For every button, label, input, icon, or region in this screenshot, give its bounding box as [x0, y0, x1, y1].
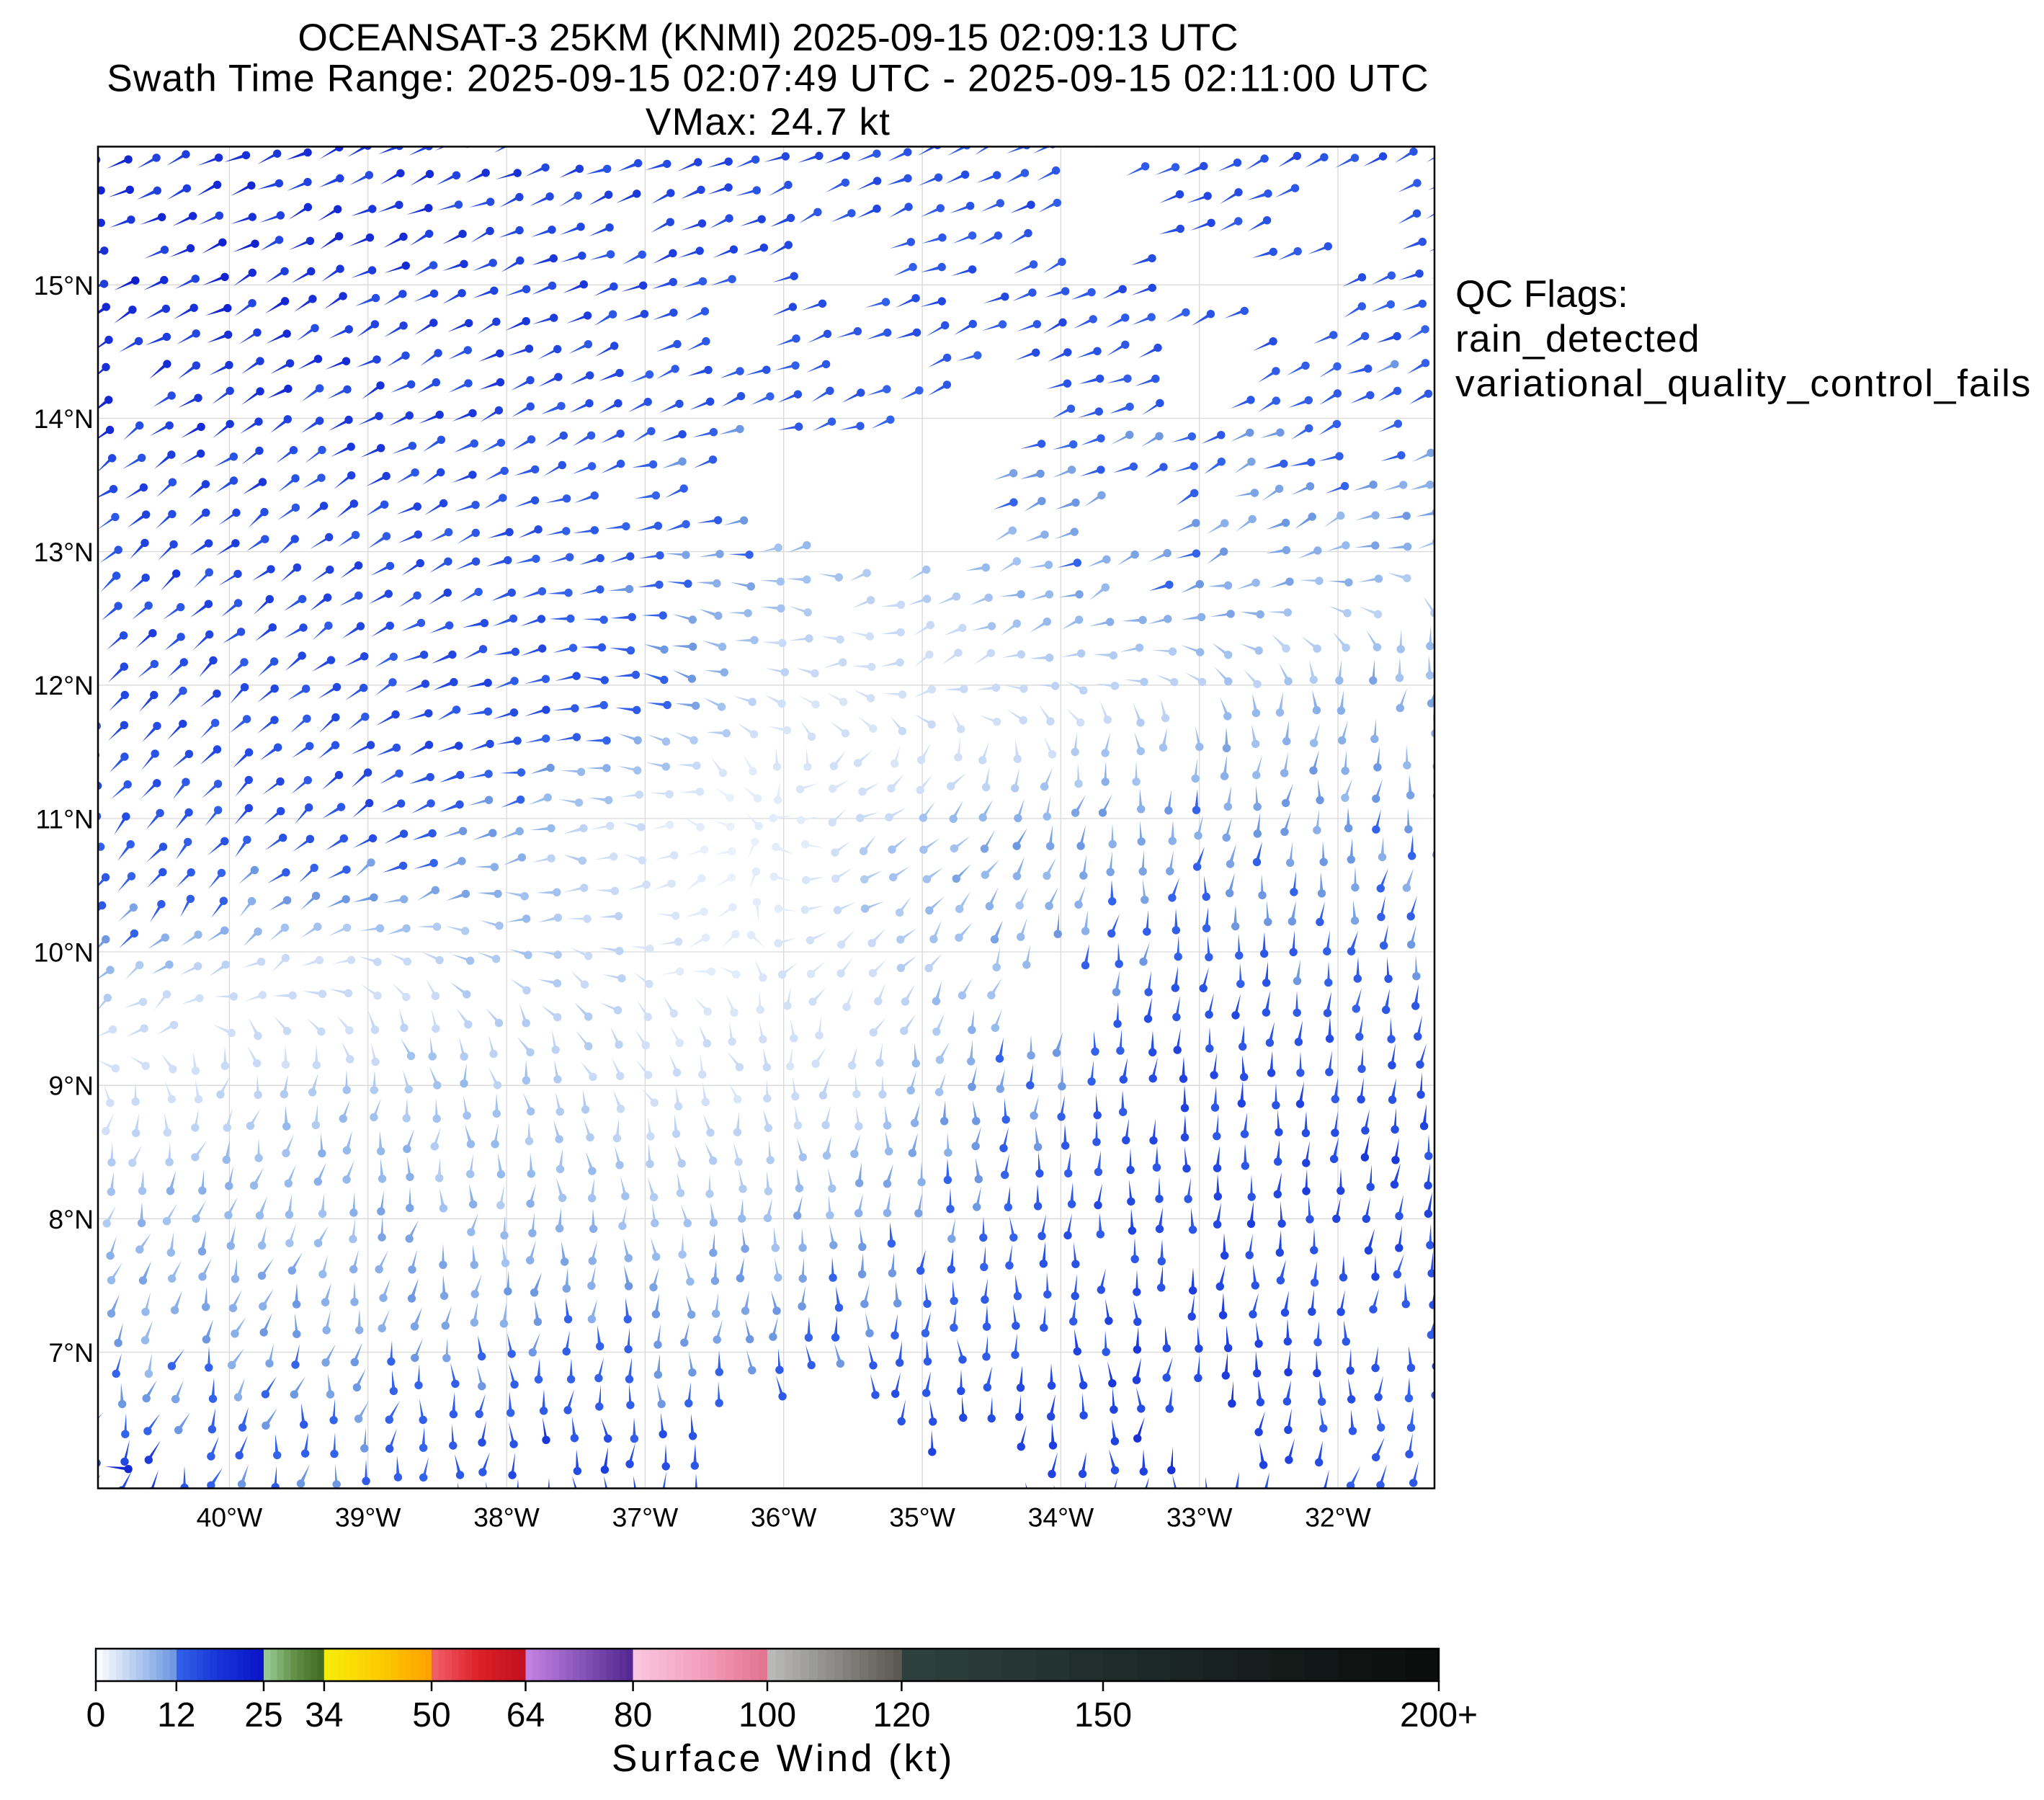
svg-text:Swath Time Range: 2025-09-15 0: Swath Time Range: 2025-09-15 02:07:49 UT… [107, 58, 1429, 100]
svg-text:25: 25 [244, 1696, 282, 1734]
svg-text:13°N: 13°N [34, 537, 94, 567]
svg-text:120: 120 [873, 1696, 930, 1734]
svg-text:37°W: 37°W [612, 1502, 679, 1533]
svg-text:11°N: 11°N [35, 803, 94, 834]
svg-text:100: 100 [738, 1696, 796, 1734]
svg-text:64: 64 [506, 1696, 545, 1734]
svg-text:150: 150 [1074, 1696, 1132, 1734]
svg-text:Surface Wind (kt): Surface Wind (kt) [612, 1737, 955, 1780]
svg-text:200+: 200+ [1400, 1696, 1478, 1734]
svg-text:OCEANSAT-3 25KM (KNMI) 2025-09: OCEANSAT-3 25KM (KNMI) 2025-09-15 02:09:… [298, 17, 1238, 59]
svg-text:40°W: 40°W [197, 1502, 263, 1533]
svg-text:variational_quality_control_fa: variational_quality_control_fails [1455, 362, 2032, 405]
svg-text:34°W: 34°W [1028, 1502, 1094, 1533]
svg-text:12°N: 12°N [34, 670, 94, 700]
svg-text:7°N: 7°N [48, 1337, 94, 1368]
svg-text:10°N: 10°N [34, 937, 94, 968]
svg-text:32°W: 32°W [1305, 1502, 1371, 1533]
svg-text:QC Flags:: QC Flags: [1455, 273, 1628, 316]
svg-text:36°W: 36°W [751, 1502, 817, 1533]
svg-text:VMax: 24.7 kt: VMax: 24.7 kt [646, 101, 891, 143]
svg-text:rain_detected: rain_detected [1455, 318, 1700, 360]
svg-text:12: 12 [157, 1696, 195, 1734]
svg-text:34: 34 [305, 1696, 343, 1734]
svg-text:38°W: 38°W [473, 1502, 540, 1533]
svg-text:39°W: 39°W [335, 1502, 401, 1533]
svg-text:9°N: 9°N [48, 1071, 94, 1101]
svg-text:33°W: 33°W [1166, 1502, 1233, 1533]
svg-text:0: 0 [86, 1696, 106, 1734]
svg-text:35°W: 35°W [889, 1502, 955, 1533]
svg-text:50: 50 [412, 1696, 450, 1734]
svg-text:8°N: 8°N [48, 1204, 94, 1234]
svg-text:15°N: 15°N [34, 270, 94, 300]
svg-text:80: 80 [614, 1696, 652, 1734]
svg-text:14°N: 14°N [34, 404, 94, 434]
